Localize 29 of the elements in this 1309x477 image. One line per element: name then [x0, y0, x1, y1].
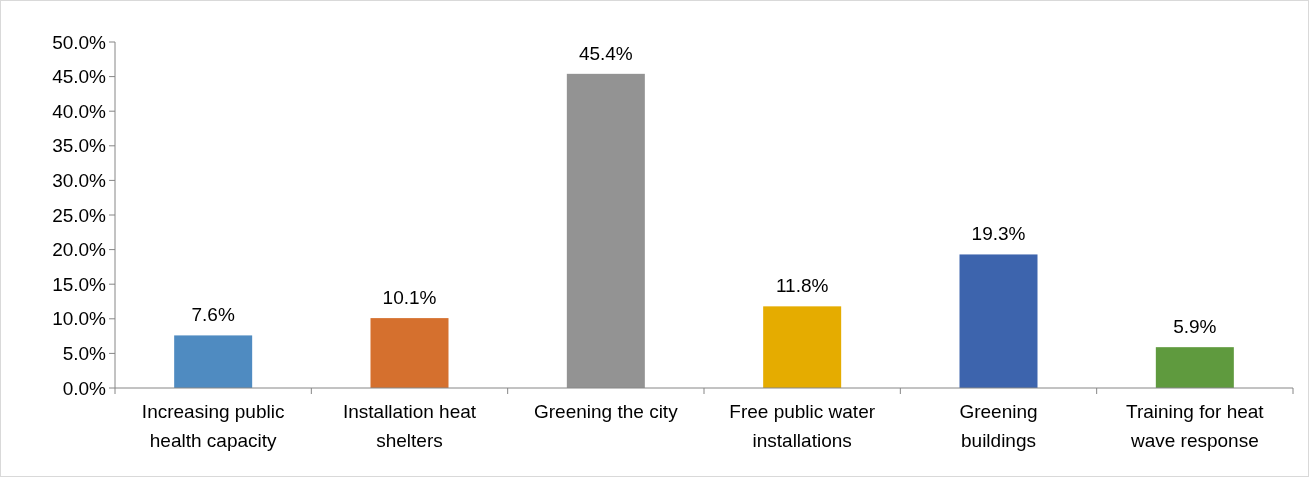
x-tick-label: Greening buildings [959, 401, 1038, 451]
y-tick-label: 15.0% [52, 273, 107, 295]
x-tick-label: Installation heat shelters [342, 401, 477, 451]
bar [174, 335, 253, 388]
y-tick-label: 45.0% [52, 66, 107, 88]
data-label: 19.3% [971, 223, 1026, 245]
data-label: 5.9% [1173, 316, 1217, 338]
x-tick-label: Increasing public health capacity [141, 401, 285, 451]
y-tick-label: 10.0% [52, 308, 107, 330]
bar [959, 254, 1038, 388]
y-tick-label: 0.0% [62, 377, 107, 399]
y-tick-label: 30.0% [52, 170, 107, 192]
data-label: 7.6% [191, 304, 235, 326]
data-label: 10.1% [382, 287, 437, 309]
bar [1155, 347, 1234, 388]
x-tick-label: Training for heat wave response [1126, 401, 1265, 451]
y-tick-label: 35.0% [52, 135, 107, 157]
x-tick-label: Free public water installations [729, 401, 876, 451]
x-tick-label: Greening the city [534, 401, 679, 422]
y-tick-label: 20.0% [52, 239, 107, 261]
y-tick-label: 5.0% [62, 343, 107, 365]
y-tick-label: 25.0% [52, 204, 107, 226]
bar [566, 73, 645, 388]
data-label: 11.8% [775, 275, 829, 297]
y-tick-label: 50.0% [52, 31, 107, 53]
y-tick-label: 40.0% [52, 100, 107, 122]
bar [763, 306, 842, 388]
bar [370, 318, 449, 388]
data-label: 45.4% [578, 42, 633, 64]
